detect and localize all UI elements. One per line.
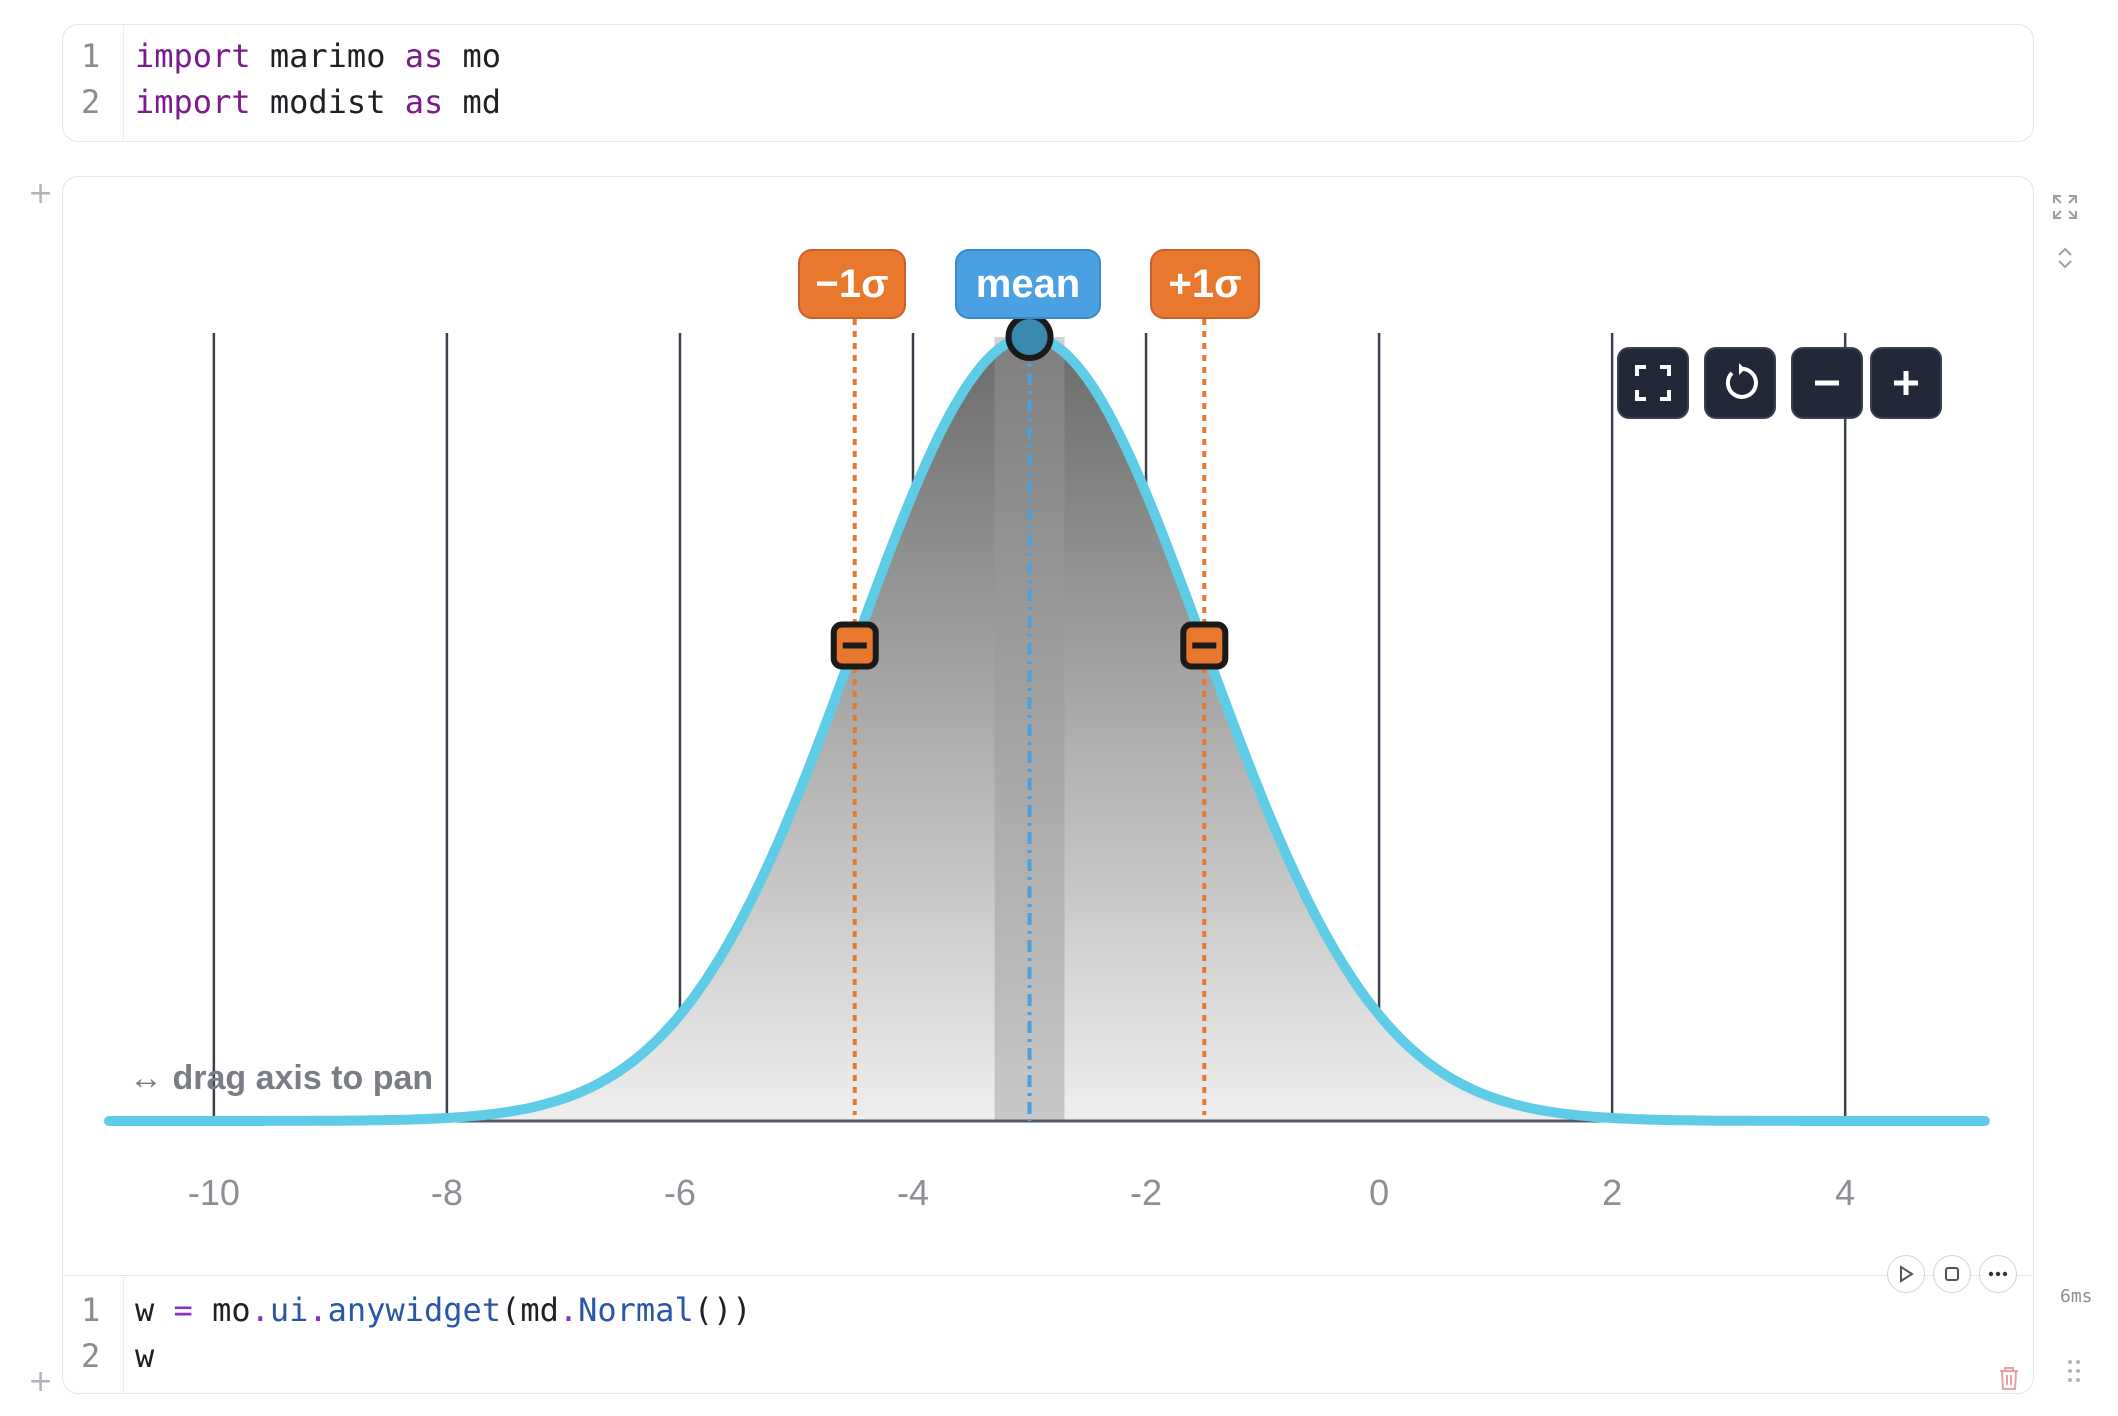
keyword: import — [135, 83, 251, 121]
line-number: 1 — [81, 37, 101, 75]
cell-menu-button[interactable] — [1979, 1255, 2017, 1293]
add-cell-below-icon[interactable]: + — [28, 1364, 54, 1399]
fit-icon — [1635, 365, 1671, 401]
code-line[interactable]: w = mo.ui.anywidget(md.Normal()) — [135, 1291, 752, 1329]
run-cell-button[interactable] — [1887, 1255, 1925, 1293]
paren: ()) — [693, 1291, 752, 1329]
density-area — [109, 337, 1985, 1121]
imports-cell[interactable]: 1 2 import marimo as mo import modist as… — [62, 24, 2034, 142]
normal-distribution-chart[interactable]: -10 -8 -6 -4 -2 0 2 4 — [63, 177, 2031, 1277]
pan-hint: ↔ drag axis to pan — [129, 1059, 434, 1097]
dot: . — [250, 1291, 270, 1329]
paren: ( — [501, 1291, 521, 1329]
plus-sigma-label[interactable]: +1σ — [1150, 249, 1260, 319]
collapse-icon[interactable] — [2056, 246, 2074, 270]
fit-button[interactable] — [1617, 347, 1689, 419]
x-tick-labels: -10 -8 -6 -4 -2 0 2 4 — [188, 1172, 1855, 1213]
object: mo — [212, 1291, 251, 1329]
stop-cell-button[interactable] — [1933, 1255, 1971, 1293]
add-cell-above-icon[interactable]: + — [28, 176, 54, 211]
keyword: as — [404, 37, 444, 75]
play-icon — [1900, 1265, 1914, 1283]
zoom-in-icon — [1894, 371, 1918, 395]
minus-sigma-text: −1σ — [815, 261, 889, 306]
x-tick-label: 0 — [1369, 1172, 1389, 1213]
stop-icon — [1945, 1267, 1959, 1281]
zoom-in-button[interactable] — [1870, 347, 1942, 419]
dot: . — [558, 1291, 579, 1329]
line-number: 2 — [81, 1337, 101, 1375]
code-line[interactable]: import modist as md — [135, 83, 501, 121]
cell-divider — [63, 1275, 2033, 1276]
keyword: import — [135, 37, 251, 75]
class-name: Normal — [578, 1291, 694, 1329]
x-tick-label: -8 — [431, 1172, 463, 1213]
object: md — [520, 1291, 559, 1329]
x-tick-label: -2 — [1130, 1172, 1162, 1213]
reset-button[interactable] — [1704, 347, 1776, 419]
operator: = — [154, 1291, 213, 1329]
alias: mo — [443, 37, 502, 75]
x-tick-label: 4 — [1835, 1172, 1855, 1213]
x-tick-label: -6 — [664, 1172, 696, 1213]
line-number: 2 — [81, 83, 101, 121]
sigma-lines — [852, 319, 1207, 1121]
line-gutter: 1 2 — [63, 1277, 124, 1393]
module-name: marimo — [250, 37, 405, 75]
mean-label[interactable]: mean — [955, 249, 1101, 319]
code-line[interactable]: import marimo as mo — [135, 37, 501, 75]
reset-icon — [1725, 363, 1758, 399]
alias: md — [443, 83, 502, 121]
mean-handle[interactable] — [1005, 313, 1054, 361]
line-gutter: 1 2 — [63, 25, 124, 141]
variable: w — [135, 1337, 155, 1375]
x-tick-label: -4 — [897, 1172, 929, 1213]
x-tick-label: -10 — [188, 1172, 240, 1213]
x-tick-label: 2 — [1602, 1172, 1622, 1213]
widget-cell[interactable]: -10 -8 -6 -4 -2 0 2 4 −1σ mean +1σ ↔ drag axis … — [62, 176, 2034, 1394]
drag-handle-icon[interactable] — [2066, 1358, 2082, 1384]
line-number: 1 — [81, 1291, 101, 1329]
expand-icon[interactable] — [2052, 194, 2078, 220]
zoom-out-icon — [1815, 380, 1839, 386]
function-name: anywidget — [327, 1291, 502, 1329]
minus-sigma-label[interactable]: −1σ — [798, 249, 906, 319]
code-line[interactable]: w — [135, 1337, 154, 1375]
variable: w — [135, 1291, 155, 1329]
module-name: modist — [250, 83, 405, 121]
plus-sigma-text: +1σ — [1168, 261, 1242, 306]
dot: . — [308, 1291, 328, 1329]
trash-icon[interactable] — [1997, 1365, 2021, 1391]
keyword: as — [404, 83, 444, 121]
more-icon — [1988, 1271, 2008, 1277]
zoom-out-button[interactable] — [1791, 347, 1863, 419]
run-time: 6ms — [2060, 1286, 2093, 1307]
attribute: ui — [269, 1291, 309, 1329]
mean-text: mean — [975, 261, 1081, 306]
